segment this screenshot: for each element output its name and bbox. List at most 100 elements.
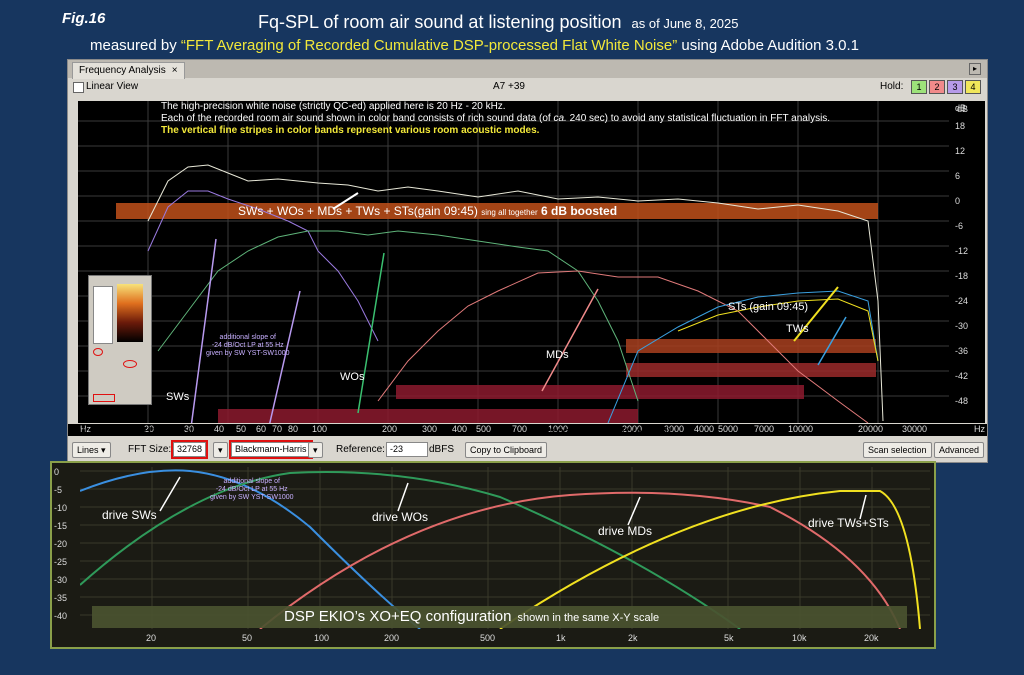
label-tws: TWs — [786, 323, 809, 335]
all-band-text: SWs + WOs + MDs + TWs + STs(gain 09:45) — [238, 204, 478, 218]
x-tick: 1000 — [548, 424, 569, 434]
annotation-line-3: The vertical fine stripes in color bands… — [161, 125, 540, 136]
lower-y-tick: -40 — [54, 611, 68, 621]
lower-y-tick: -25 — [54, 557, 68, 567]
fft-size-select[interactable]: 32768 — [170, 440, 209, 459]
slope-note-line-3: given by SW YST-SW1000 — [206, 350, 290, 357]
hold-label: Hold: — [880, 81, 904, 92]
band-tws — [626, 363, 876, 377]
all-band-label: SWs + WOs + MDs + TWs + STs(gain 09:45) … — [238, 204, 617, 218]
y-tick: -30 — [955, 321, 969, 331]
hold-button-4[interactable]: 4 — [965, 80, 981, 94]
all-band-boost: 6 dB boosted — [541, 204, 618, 218]
x-tick: 200 — [382, 424, 398, 434]
slope-note-line-1: additional slope of — [219, 334, 276, 341]
linear-view-label: Linear View — [86, 81, 139, 92]
curve-drive-wos — [80, 471, 741, 629]
arrow-sws-1 — [190, 238, 217, 423]
curve-tws — [607, 290, 879, 423]
curve-mds — [377, 270, 869, 423]
x-axis: Hz 20 30 40 50 60 70 80 100 200 300 400 … — [68, 424, 987, 436]
subtitle-pre: measured by — [90, 37, 181, 54]
curve-drive-sws — [80, 469, 421, 629]
annotation-circle-2 — [123, 360, 137, 368]
lower-x-axis: 20 50 100 200 500 1k 2k 5k 10k 20k — [52, 463, 934, 647]
spectral-controls-panel[interactable] — [88, 275, 152, 405]
figure-title: Fq-SPL of room air sound at listening po… — [258, 12, 739, 33]
y-tick: -48 — [955, 396, 969, 406]
position-readout: A7 +39 — [493, 81, 525, 92]
lower-x-tick: 10k — [792, 633, 807, 643]
x-tick: 300 — [422, 424, 438, 434]
annotation-box-1 — [93, 394, 115, 402]
lower-y-tick: -10 — [54, 503, 68, 513]
lines-select[interactable]: Lines ▾ — [72, 442, 111, 458]
subtitle-post: using Adobe Audition 3.0.1 — [677, 37, 860, 54]
band-wos — [218, 409, 638, 423]
dsp-label: DSP EKIO’s XO+EQ configuration shown in t… — [284, 608, 659, 625]
label-sws: SWs — [166, 391, 190, 403]
window-function-select[interactable]: Blackmann-Harris — [229, 440, 313, 459]
spectral-meter — [93, 286, 113, 344]
copy-to-clipboard-button[interactable]: Copy to Clipboard — [465, 442, 548, 458]
x-tick: 60 — [256, 424, 267, 434]
curve-sws — [147, 190, 379, 342]
annotation-line-2: Each of the recorded room air sound show… — [161, 113, 830, 124]
arrow-wos — [357, 252, 385, 414]
tab-bar: Frequency Analysis × ▸ — [68, 60, 987, 79]
reference-label: Reference: — [336, 444, 385, 455]
label-drive-mds: drive MDs — [598, 524, 653, 538]
slope-note-line-2: -24 dB/Oct LP at 55 Hz — [211, 342, 284, 349]
scan-selection-button[interactable]: Scan selection — [863, 442, 932, 458]
reference-input[interactable]: -23 — [386, 442, 428, 457]
all-band-small: sing all together — [481, 208, 538, 217]
label-drive-tws: drive TWs+STs — [808, 516, 889, 530]
arrow-all — [332, 192, 359, 210]
curve-wos — [157, 230, 639, 402]
subtitle-highlight: “FFT Averaging of Recorded Cumulative DS… — [180, 37, 678, 54]
label-sts: STs (gain 09:45) — [728, 301, 809, 313]
x-tick: 5000 — [718, 424, 739, 434]
y-tick: -12 — [955, 246, 969, 256]
y-tick: -18 — [955, 271, 969, 281]
y-tick: 0 — [955, 196, 961, 206]
arrow-drive-mds — [627, 496, 641, 526]
hold-button-1[interactable]: 1 — [911, 80, 927, 94]
hold-button-2[interactable]: 2 — [929, 80, 945, 94]
x-tick: 400 — [452, 424, 468, 434]
lower-x-tick: 50 — [242, 633, 253, 643]
x-tick: 3000 — [664, 424, 685, 434]
label-mds: MDs — [546, 349, 569, 361]
y-tick: -42 — [955, 371, 969, 381]
dsp-label-small: shown in the same X-Y scale — [517, 612, 660, 624]
linear-view-checkbox[interactable] — [73, 82, 84, 93]
fft-size-dropdown-icon[interactable]: ▾ — [213, 442, 228, 458]
x-tick: 10000 — [788, 424, 814, 434]
panel-menu-icon[interactable]: ▸ — [969, 63, 981, 75]
x-tick: 20000 — [858, 424, 884, 434]
window-function-dropdown-icon[interactable]: ▾ — [308, 442, 323, 458]
x-tick: 80 — [288, 424, 299, 434]
close-icon[interactable]: × — [171, 65, 178, 76]
spectrum-plot[interactable]: The high-precision white noise (strictly… — [78, 101, 949, 423]
lower-x-tick: 500 — [480, 633, 496, 643]
x-tick: 50 — [236, 424, 247, 434]
control-row: Lines ▾ FFT Size: 32768 ▾ Blackmann-Harr… — [68, 440, 987, 461]
tab-frequency-analysis[interactable]: Frequency Analysis × — [72, 62, 185, 79]
x-tick: 100 — [312, 424, 328, 434]
x-tick: 700 — [512, 424, 528, 434]
y-tick: 12 — [955, 146, 966, 156]
label-drive-sws: drive SWs — [102, 508, 157, 522]
lower-y-axis: 0 -5 -10 -15 -20 -25 -30 -35 -40 — [52, 463, 76, 647]
hold-button-3[interactable]: 3 — [947, 80, 963, 94]
annotation-line-2a: Each of the recorded room air sound show… — [161, 113, 554, 124]
advanced-button[interactable]: Advanced — [934, 442, 985, 458]
curve-drive-mds — [259, 491, 901, 629]
arrow-sws-2 — [269, 290, 301, 423]
frequency-value: 3600.8 Hz (A7 +39) — [584, 426, 671, 437]
cursor-value: 10.76 Hz, -79.5 dB — [116, 426, 200, 437]
x-tick: 7000 — [754, 424, 775, 434]
spectrum-svg — [78, 101, 949, 423]
y-axis-right: dB 18 12 6 0 -6 -12 -18 -24 -30 -36 -42 … — [949, 101, 985, 423]
figure-subtitle: measured by “FFT Averaging of Recorded C… — [90, 37, 859, 54]
